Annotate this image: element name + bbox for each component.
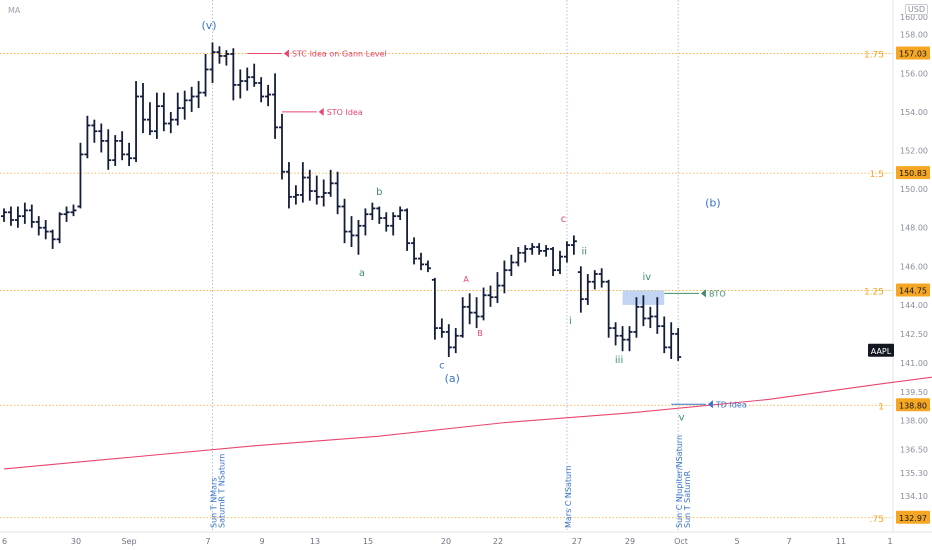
price-tick-label: 144.00 [900,301,928,310]
wave-label: (v) [201,19,216,32]
price-tick-label: 135.30 [900,469,928,478]
annotation-label: TD Idea [715,400,747,409]
fib-level-label: 1.25 [864,287,884,297]
price-tag-label: 132.97 [899,514,927,523]
currency-label[interactable]: USD [904,4,928,15]
time-tick-label: 5 [734,537,739,546]
time-tick-label: Sep [121,537,136,546]
astro-vertical-label: Mars C NSaturn [564,466,573,528]
price-tag [896,510,930,524]
price-tag-label: 144.75 [899,286,927,295]
price-tag [896,398,930,412]
price-tick-label: 146.00 [900,262,928,271]
moving-average-line [3,376,932,470]
price-tag [896,46,930,60]
price-tick-label: 139.50 [900,388,928,397]
wave-label: (b) [705,196,721,209]
time-tick-label: 13 [310,537,320,546]
indicator-label[interactable]: MA [8,6,21,15]
price-tick-label: 154.00 [900,108,928,117]
time-tick-label: 7 [205,537,210,546]
time-tick-label: 6 [2,537,7,546]
annotation-label: STO Idea [327,108,363,117]
wave-label: c [561,214,567,225]
wave-label: ii [582,247,588,258]
price-tick-label: 152.00 [900,147,928,156]
astro-vertical-label: Sun T SaturnR [683,470,692,528]
fib-level-label: 1.75 [864,50,884,60]
symbol-tag-label: AAPL [871,347,892,356]
time-tick-label: 9 [259,537,264,546]
time-tick-label: 20 [441,537,451,546]
fib-level-label: 1 [878,402,884,412]
price-tick-label: 160.00 [900,13,928,22]
wave-label: iv [643,272,652,283]
wave-label: A [463,275,469,284]
time-tick-label: 15 [363,537,373,546]
fib-level-label: .75 [870,515,884,525]
price-tick-label: 141.00 [900,359,928,368]
astro-vertical-label: SaturnR T NSaturn [218,454,227,528]
annotation-arrow-icon [700,289,706,298]
annotation-arrow-icon [707,400,713,409]
annotation-arrow-icon [318,107,324,116]
time-tick-label: 1 [887,537,892,546]
astro-vertical-label: Sun T NMars [210,478,219,528]
annotation-arrow-icon [283,49,289,58]
wave-label: v [679,413,685,424]
wave-label: b [376,187,382,198]
wave-label: iii [615,355,623,366]
wave-label: c [439,361,445,372]
price-tag-label: 157.03 [899,49,927,58]
wave-label: B [477,329,483,338]
wave-label: i [569,316,572,327]
annotation-label: BTO [709,289,726,298]
price-tag [896,166,930,180]
time-tick-label: 7 [786,537,791,546]
price-tick-label: 156.00 [900,69,928,78]
time-tick-label: 22 [493,537,503,546]
wave-label: (a) [445,372,460,385]
price-tick-label: 136.50 [900,446,928,455]
price-tick-label: 158.00 [900,31,928,40]
wave-label: a [359,268,365,279]
price-tick-label: 150.00 [900,185,928,194]
time-tick-label: 30 [71,537,81,546]
astro-vertical-label: Sun C NJupiter/NSaturn [675,435,684,528]
time-tick-label: 27 [572,537,582,546]
time-tick-label: 11 [836,537,846,546]
time-tick-label: 29 [625,537,635,546]
price-tick-label: 142.50 [900,330,928,339]
symbol-tag [868,343,894,357]
annotation-label: STC Idea on Gann Level [292,49,387,58]
fib-level-label: 1.5 [870,170,884,180]
time-tick-label: Oct [674,537,688,546]
price-tick-label: 134.10 [900,492,928,501]
price-tick-label: 138.00 [900,417,928,426]
price-tag-label: 138.80 [899,401,927,410]
price-tick-label: 148.00 [900,224,928,233]
price-tag-label: 150.83 [899,169,927,178]
price-tag [896,283,930,297]
